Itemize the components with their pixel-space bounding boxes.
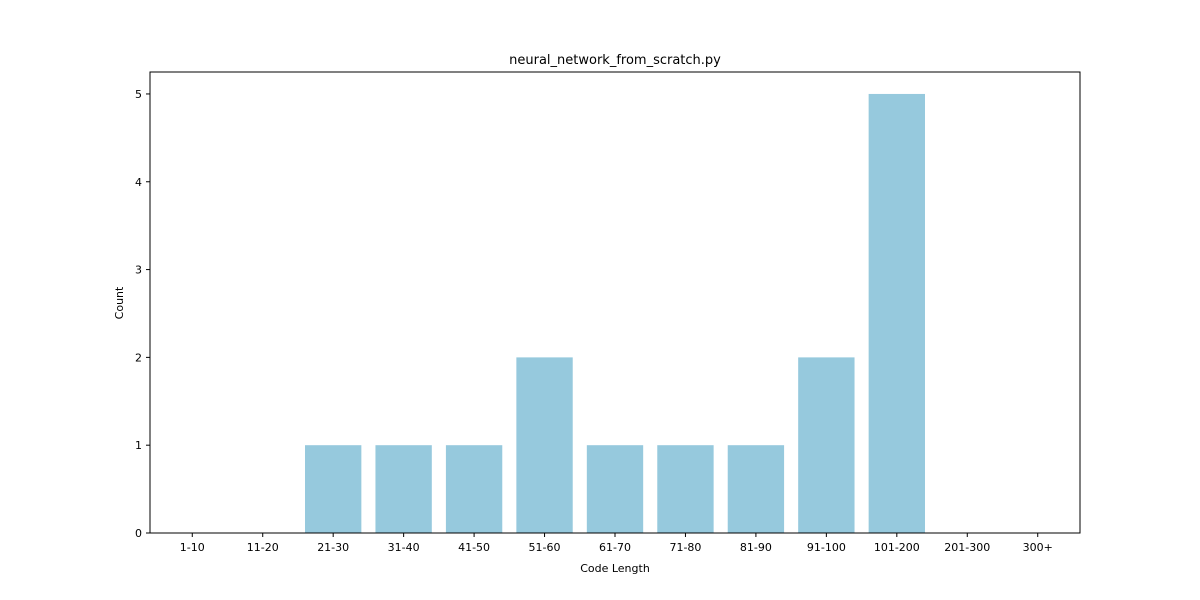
- bar-71-80: [657, 445, 714, 533]
- bars-group: [305, 93, 925, 533]
- x-tick-label: 11-20: [247, 541, 279, 554]
- x-tick-label: 41-50: [458, 541, 490, 554]
- y-tick-label: 5: [135, 88, 142, 101]
- bar-81-90: [727, 445, 785, 533]
- bar-31-40: [375, 445, 432, 533]
- x-tick-label: 21-30: [317, 541, 349, 554]
- x-tick-label: 71-80: [669, 541, 701, 554]
- bar-21-30: [305, 445, 362, 533]
- y-tick-label: 2: [135, 351, 142, 364]
- y-tick-label: 3: [135, 264, 142, 277]
- x-tick-label: 81-90: [740, 541, 772, 554]
- chart-title: neural_network_from_scratch.py: [509, 53, 721, 68]
- y-tick-label: 4: [135, 176, 142, 189]
- x-tick-label: 201-300: [944, 541, 990, 554]
- y-axis-label: Count: [113, 286, 126, 319]
- x-tick-label: 1-10: [180, 541, 205, 554]
- x-tick-label: 31-40: [388, 541, 420, 554]
- y-axis: 0 1 2 3 4 5: [135, 88, 150, 540]
- y-tick-label: 0: [135, 527, 142, 540]
- bar-61-70: [586, 445, 644, 533]
- x-axis: 1-10 11-20 21-30 31-40 41-50 51-60 61-70 71-80 8…: [180, 533, 1053, 554]
- bar-91-100: [798, 357, 855, 533]
- y-tick-label: 1: [135, 439, 142, 452]
- x-tick-label: 300+: [1023, 541, 1053, 554]
- x-tick-label: 101-200: [874, 541, 920, 554]
- bar-51-60: [516, 357, 573, 533]
- bar-41-50: [445, 445, 503, 533]
- x-tick-label: 61-70: [599, 541, 631, 554]
- x-tick-label: 91-100: [807, 541, 846, 554]
- x-tick-label: 51-60: [529, 541, 561, 554]
- x-axis-label: Code Length: [580, 562, 650, 575]
- bar-101-200: [868, 93, 925, 533]
